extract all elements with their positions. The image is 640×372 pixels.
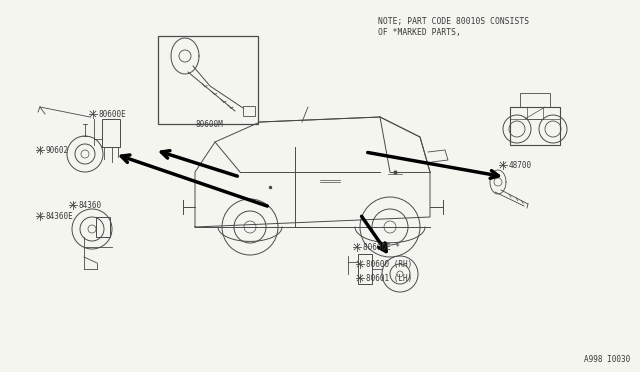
Bar: [520, 93, 550, 107]
Text: 84360: 84360: [78, 201, 101, 209]
Text: NOTE; PART CODE 80010S CONSISTS: NOTE; PART CODE 80010S CONSISTS: [378, 17, 529, 26]
Bar: [510, 107, 560, 145]
Text: 48700: 48700: [509, 160, 532, 170]
Text: 80601 (LH): 80601 (LH): [366, 273, 412, 282]
Text: 80600E *: 80600E *: [363, 243, 400, 251]
Bar: [158, 36, 258, 124]
Text: OF *MARKED PARTS,: OF *MARKED PARTS,: [378, 28, 461, 37]
Text: A998 I0030: A998 I0030: [584, 355, 630, 364]
Bar: [527, 107, 543, 119]
Text: 84360E: 84360E: [45, 212, 73, 221]
Text: 80600M: 80600M: [196, 120, 224, 129]
Bar: [358, 254, 372, 284]
Text: 80600E: 80600E: [98, 109, 125, 119]
Bar: [102, 119, 120, 147]
Bar: [96, 217, 110, 237]
Bar: [243, 106, 255, 116]
Text: 90602: 90602: [45, 145, 68, 154]
Text: 80600 (RH): 80600 (RH): [366, 260, 412, 269]
